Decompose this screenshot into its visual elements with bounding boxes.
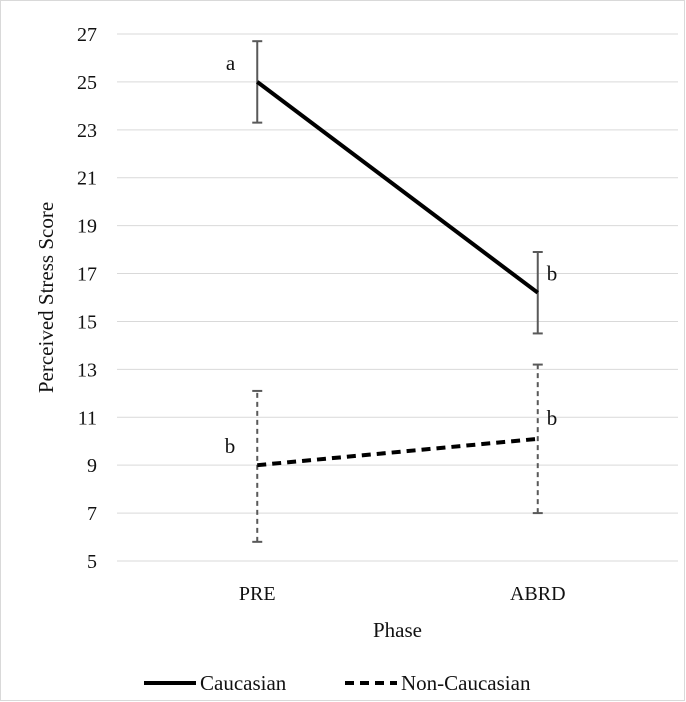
series-line-caucasian [256,80,539,295]
significance-letter: b [225,434,236,458]
y-axis-title: Perceived Stress Score [34,202,58,393]
y-tick-label: 9 [87,455,97,477]
y-tick-label: 25 [77,72,97,94]
y-tick-label: 15 [77,311,97,333]
series-lines [256,80,539,468]
x-axis-title: Phase [373,618,422,642]
y-tick-label: 19 [77,216,97,238]
legend: Caucasian Non-Caucasian [144,671,531,695]
y-tick-labels: 5 7 9 11 13 15 17 19 21 23 25 27 [77,24,97,573]
significance-letter: b [547,406,558,430]
y-tick-label: 21 [77,168,97,190]
y-tick-label: 17 [77,264,97,286]
y-tick-label: 27 [77,24,97,46]
y-tick-label: 7 [87,503,97,525]
y-tick-label: 13 [77,359,97,381]
significance-letter: a [226,51,236,75]
x-tick-labels: PRE ABRD [239,583,566,605]
error-bars [252,40,543,543]
series-line-non-caucasian [257,436,538,468]
x-tick-label: ABRD [510,583,566,605]
significance-letter: b [547,262,558,286]
legend-label-caucasian: Caucasian [200,671,287,695]
y-tick-label: 5 [87,551,97,573]
gridlines [117,33,678,562]
legend-label-non-caucasian: Non-Caucasian [401,671,531,695]
x-tick-label: PRE [239,583,276,605]
y-tick-label: 23 [77,120,97,142]
y-tick-label: 11 [78,407,97,429]
significance-annotations: a b b b [225,51,558,458]
